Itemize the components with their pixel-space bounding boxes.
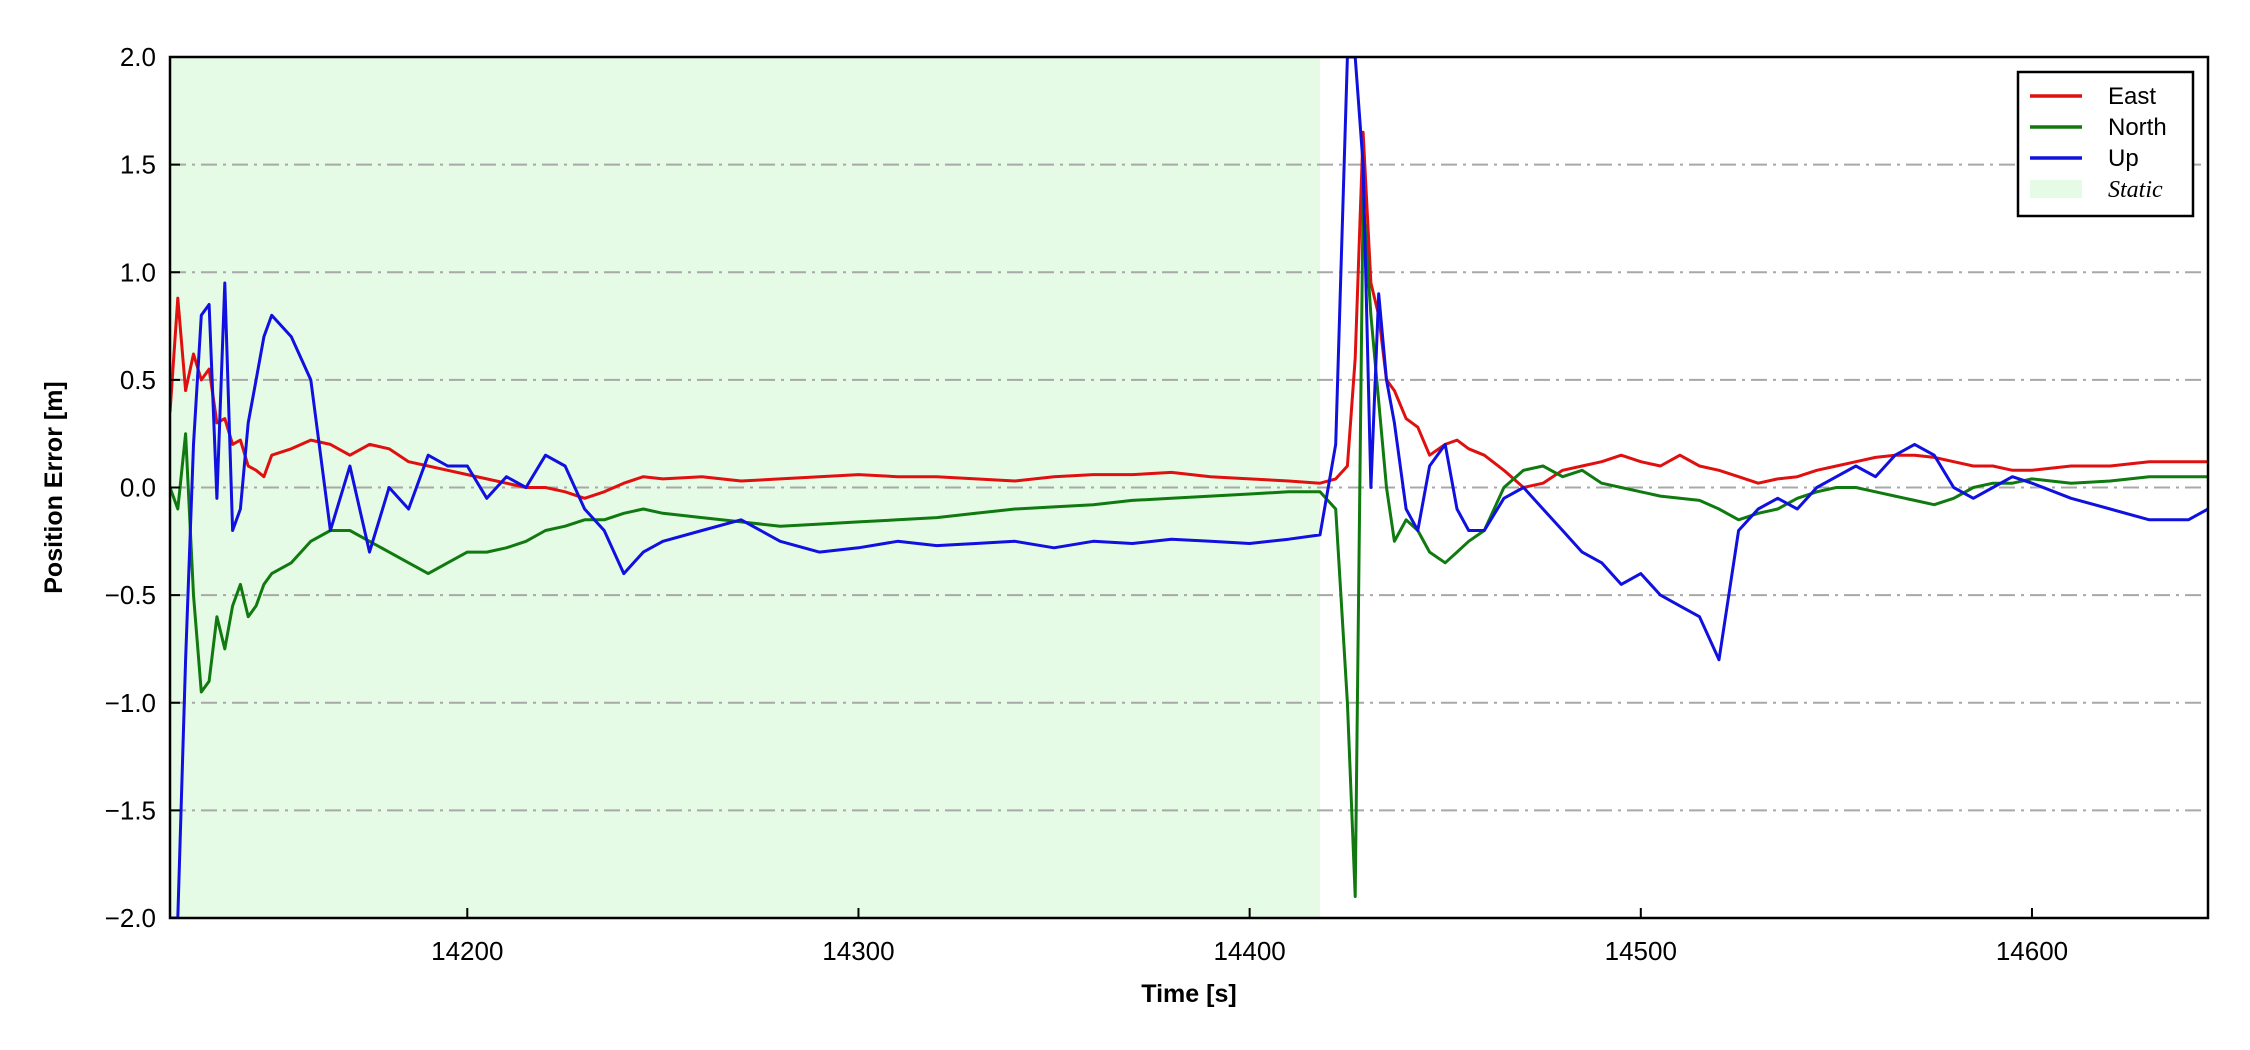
- y-axis-title: Position Error [m]: [40, 381, 68, 594]
- y-tick-label: 0.5: [120, 365, 156, 395]
- x-axis-ticks: 14200 14300 14400 14500 14600: [431, 908, 2068, 966]
- y-tick-label: 2.0: [120, 42, 156, 72]
- legend-swatch-static: [2030, 180, 2082, 198]
- y-tick-label: 1.5: [120, 150, 156, 180]
- y-tick-label: −2.0: [105, 903, 156, 933]
- x-axis-title: Time [s]: [1141, 980, 1236, 1008]
- x-tick-label: 14300: [822, 936, 894, 966]
- x-tick-label: 14400: [1213, 936, 1285, 966]
- y-tick-label: −1.5: [105, 795, 156, 825]
- x-tick-label: 14500: [1605, 936, 1677, 966]
- legend-label-east: East: [2108, 83, 2156, 110]
- y-axis-ticks: −2.0 −1.5 −1.0 −0.5 0.0 0.5 1.0 1.5 2.0: [105, 42, 180, 933]
- x-tick-label: 14600: [1996, 936, 2068, 966]
- legend-label-north: North: [2108, 114, 2167, 141]
- y-tick-label: 1.0: [120, 257, 156, 287]
- y-tick-label: 0.0: [120, 473, 156, 503]
- series-line-east: [170, 130, 2208, 500]
- legend-label-up: Up: [2108, 145, 2139, 172]
- y-tick-label: −0.5: [105, 580, 156, 610]
- x-tick-label: 14200: [431, 936, 503, 966]
- series-lines: [170, 57, 2208, 918]
- grid-lines: [170, 163, 2208, 812]
- legend: East North Up Static: [2016, 70, 2195, 218]
- series-line-up: [170, 57, 2208, 918]
- y-tick-label: −1.0: [105, 688, 156, 718]
- legend-label-static: Static: [2108, 177, 2163, 203]
